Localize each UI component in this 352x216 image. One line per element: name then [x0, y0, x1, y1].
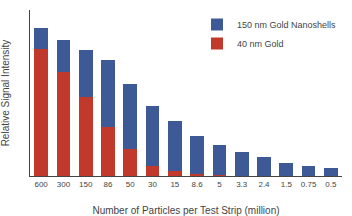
svg-text:15: 15 — [170, 180, 179, 189]
svg-text:40 nm Gold: 40 nm Gold — [237, 39, 284, 49]
svg-text:86: 86 — [104, 180, 113, 189]
svg-text:300: 300 — [57, 180, 71, 189]
svg-text:150: 150 — [79, 180, 93, 189]
svg-text:2.4: 2.4 — [258, 180, 270, 189]
svg-text:8.6: 8.6 — [192, 180, 204, 189]
svg-text:3.3: 3.3 — [236, 180, 248, 189]
svg-text:1.5: 1.5 — [281, 180, 293, 189]
svg-text:Relative Signal Intensity: Relative Signal Intensity — [0, 40, 11, 147]
svg-text:Number of Particles per Test S: Number of Particles per Test Strip (mill… — [92, 205, 279, 216]
svg-text:600: 600 — [34, 180, 48, 189]
svg-text:150 nm Gold Nanoshells: 150 nm Gold Nanoshells — [237, 20, 336, 30]
svg-text:0.5: 0.5 — [325, 180, 337, 189]
svg-text:30: 30 — [148, 180, 157, 189]
svg-text:5: 5 — [217, 180, 222, 189]
svg-text:0.75: 0.75 — [301, 180, 317, 189]
svg-text:50: 50 — [126, 180, 135, 189]
